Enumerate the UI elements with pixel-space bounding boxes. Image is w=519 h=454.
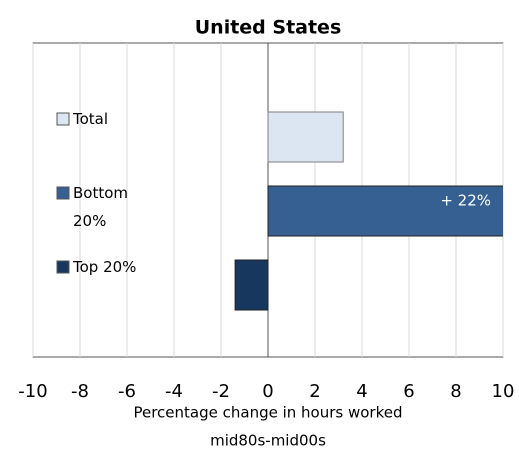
legend-swatch [56,112,70,126]
legend-label: Top 20% [73,258,137,276]
bar [234,259,269,311]
bar [267,185,503,237]
x-tick-label: 2 [309,381,320,402]
data-label: + 22% [440,192,491,210]
x-axis-label: mid80s-mid00s [210,432,326,450]
x-tick-label: 0 [262,381,273,402]
x-tick-label: -10 [18,381,47,402]
legend-label: Total [73,110,109,128]
legend-swatch [56,186,70,200]
bar [267,111,344,163]
x-tick-label: -4 [165,381,183,402]
x-tick-label: 10 [492,381,515,402]
x-tick-label: -6 [118,381,136,402]
x-tick-label: 8 [450,381,461,402]
x-axis-label: Percentage change in hours worked [133,404,402,422]
legend-swatch [56,260,70,274]
x-tick-label: -8 [71,381,89,402]
legend-label: Bottom 20% [73,184,129,230]
chart-title: United States [195,17,342,39]
x-tick-label: 6 [403,381,414,402]
x-tick-label: 4 [356,381,367,402]
x-tick-label: -2 [212,381,230,402]
